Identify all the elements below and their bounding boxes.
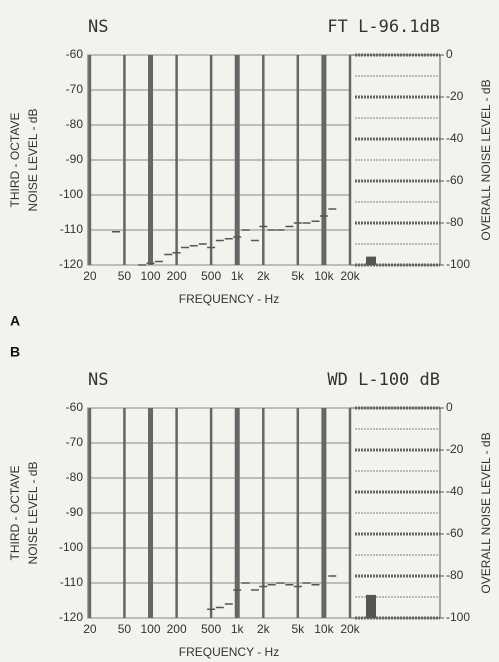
y-axis-label: THIRD - OCTAVE — [8, 466, 22, 561]
y2-axis-label: OVERALL NOISE LEVEL - dB — [479, 432, 493, 593]
x-tick-label: 5k — [291, 622, 305, 636]
y-axis-label: THIRD - OCTAVE — [8, 113, 22, 208]
y2-tick-label: -80 — [446, 568, 464, 582]
y2-tick-label: -60 — [446, 526, 464, 540]
y2-tick-label: -80 — [446, 215, 464, 229]
y-tick-label: -110 — [60, 222, 83, 236]
panel-label: A — [10, 313, 20, 329]
x-tick-label: 200 — [167, 269, 187, 283]
x-axis-label: FREQUENCY - Hz — [179, 292, 279, 306]
y2-tick-label: -100 — [446, 257, 470, 271]
y-tick-label: -90 — [66, 152, 84, 166]
header-left: NS — [88, 17, 108, 37]
y-axis-label: NOISE LEVEL - dB — [26, 462, 40, 565]
y-tick-label: -60 — [66, 400, 84, 414]
y-tick-label: -100 — [59, 540, 83, 554]
y-tick-label: -110 — [60, 575, 83, 589]
panel-label: B — [10, 344, 20, 360]
y2-tick-label: -20 — [446, 442, 464, 456]
header-left: NS — [88, 370, 108, 390]
x-tick-label: 500 — [201, 622, 221, 636]
x-tick-label: 10k — [314, 269, 334, 283]
y2-tick-label: 0 — [446, 400, 453, 414]
x-tick-label: 500 — [201, 269, 221, 283]
x-tick-label: 20k — [340, 269, 360, 283]
y-tick-label: -120 — [59, 257, 83, 271]
y2-tick-label: -100 — [446, 610, 470, 624]
x-tick-label: 100 — [141, 269, 161, 283]
x-tick-label: 20 — [83, 269, 97, 283]
x-tick-label: 5k — [291, 269, 305, 283]
y-tick-label: -80 — [66, 117, 84, 131]
overall-level — [366, 256, 376, 265]
overall-level — [366, 594, 376, 618]
y-tick-label: -120 — [59, 610, 83, 624]
header-right: FT L-96.1dB — [327, 17, 440, 37]
y2-tick-label: -20 — [446, 89, 464, 103]
x-tick-label: 1k — [231, 269, 245, 283]
y-tick-label: -100 — [59, 187, 83, 201]
x-tick-label: 10k — [314, 622, 334, 636]
x-tick-label: 1k — [231, 622, 245, 636]
x-tick-label: 20 — [83, 622, 97, 636]
y-axis-label: NOISE LEVEL - dB — [26, 109, 40, 212]
x-tick-label: 50 — [118, 622, 132, 636]
x-tick-label: 20k — [340, 622, 360, 636]
x-axis-label: FREQUENCY - Hz — [179, 645, 279, 659]
y-tick-label: -80 — [66, 470, 84, 484]
y2-axis-label: OVERALL NOISE LEVEL - dB — [479, 79, 493, 240]
x-tick-label: 100 — [141, 622, 161, 636]
y-tick-label: -70 — [66, 82, 84, 96]
x-tick-label: 200 — [167, 622, 187, 636]
x-tick-label: 2k — [257, 622, 271, 636]
y-tick-label: -90 — [66, 505, 84, 519]
x-tick-label: 50 — [118, 269, 132, 283]
y2-tick-label: -40 — [446, 131, 464, 145]
y2-tick-label: 0 — [446, 47, 453, 61]
y2-tick-label: -60 — [446, 173, 464, 187]
y-tick-label: -70 — [66, 435, 84, 449]
x-tick-label: 2k — [257, 269, 271, 283]
y-tick-label: -60 — [66, 47, 84, 61]
y2-tick-label: -40 — [446, 484, 464, 498]
header-right: WD L-100 dB — [327, 370, 440, 390]
